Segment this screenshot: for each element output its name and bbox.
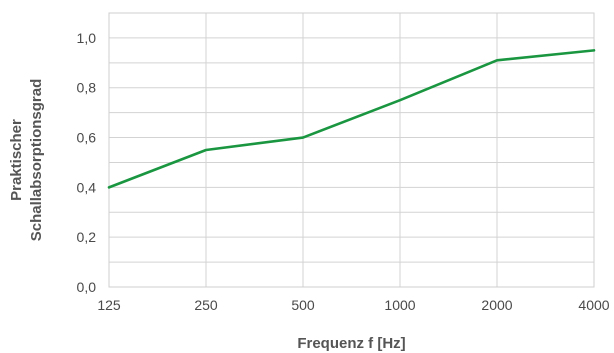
grid — [109, 13, 594, 287]
series-line — [107, 49, 596, 189]
x-tick-label: 125 — [97, 297, 121, 313]
y-axis-title: Praktischer Schallabsorptionsgrad — [8, 79, 45, 242]
y-tick-label: 0,8 — [77, 80, 97, 96]
plot-frame — [108, 12, 595, 288]
x-tick-label: 500 — [291, 297, 315, 313]
x-tick-label: 1000 — [384, 297, 415, 313]
x-tick-labels: 125 250 500 1000 2000 4000 — [97, 297, 609, 313]
series — [107, 49, 596, 189]
y-tick-label: 0,2 — [77, 229, 97, 245]
y-tick-label: 1,0 — [77, 30, 97, 46]
x-tick-label: 250 — [194, 297, 218, 313]
y-tick-label: 0,4 — [77, 179, 97, 195]
x-tick-label: 4000 — [578, 297, 609, 313]
y-axis-title-line-2: Schallabsorptionsgrad — [28, 79, 45, 242]
y-tick-labels: 0,0 0,2 0,4 0,6 0,8 1,0 — [77, 30, 97, 295]
y-tick-label: 0,6 — [77, 130, 97, 146]
y-tick-label: 0,0 — [77, 279, 97, 295]
x-axis-title: Frequenz f [Hz] — [297, 335, 405, 352]
x-tick-label: 2000 — [481, 297, 512, 313]
y-axis-title-line-1: Praktischer — [8, 119, 25, 201]
